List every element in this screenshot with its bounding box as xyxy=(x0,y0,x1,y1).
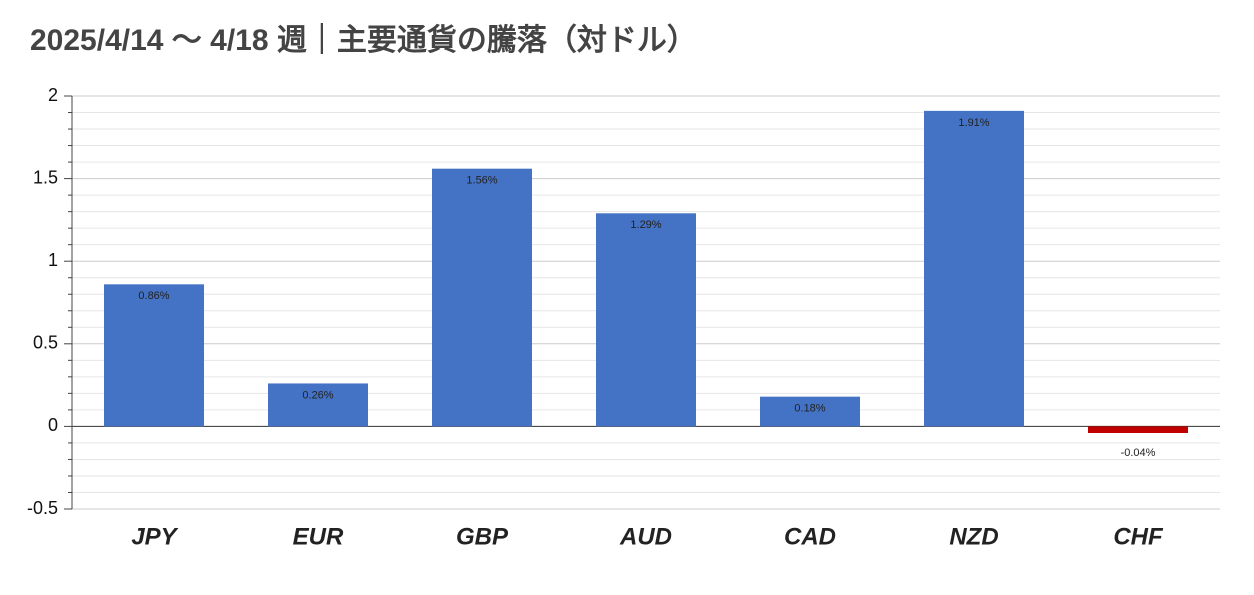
y-tick-label: 0 xyxy=(48,415,58,435)
x-tick-label: CAD xyxy=(784,523,836,550)
x-tick-label: CHF xyxy=(1113,523,1164,550)
bar xyxy=(596,213,696,427)
value-label: 1.56% xyxy=(466,175,497,187)
y-tick-label: 2 xyxy=(48,85,58,105)
x-tick-label: AUD xyxy=(619,523,672,550)
y-tick-label: 0.5 xyxy=(33,333,58,353)
bar xyxy=(432,168,532,427)
value-label: 0.18% xyxy=(794,403,825,415)
value-label: -0.04% xyxy=(1121,447,1156,459)
value-label: 1.91% xyxy=(958,117,989,129)
value-label: 0.26% xyxy=(302,389,333,401)
x-tick-label: GBP xyxy=(456,523,509,550)
bar xyxy=(104,284,204,427)
bar xyxy=(1088,426,1188,434)
y-tick-label: 1.5 xyxy=(33,167,58,187)
x-tick-label: JPY xyxy=(131,523,178,550)
y-tick-label: -0.5 xyxy=(27,498,58,518)
x-tick-label: NZD xyxy=(949,523,998,550)
y-tick-label: 1 xyxy=(48,250,58,270)
chart-title: 2025/4/14 〜 4/18 週｜主要通貨の騰落（対ドル） xyxy=(30,23,697,57)
bar xyxy=(924,110,1024,427)
bar xyxy=(268,383,368,427)
bar xyxy=(760,396,860,427)
x-tick-label: EUR xyxy=(293,523,344,550)
value-label: 1.29% xyxy=(630,219,661,231)
value-label: 0.86% xyxy=(138,290,169,302)
